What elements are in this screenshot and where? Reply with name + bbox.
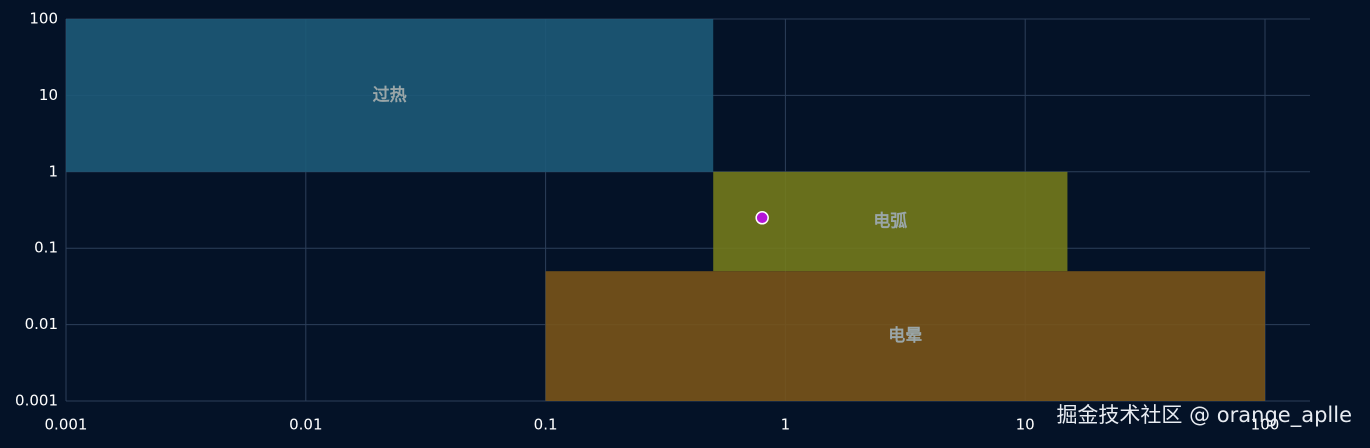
region-label: 电弧 xyxy=(873,210,907,231)
y-tick-label: 100 xyxy=(29,10,58,28)
y-tick-label: 0.1 xyxy=(34,239,58,257)
y-tick-label: 0.01 xyxy=(25,315,58,333)
x-tick-label: 0.1 xyxy=(534,416,558,434)
watermark: 掘金技术社区 @ orange_aplle xyxy=(1056,403,1352,428)
x-tick-label: 100 xyxy=(1251,416,1280,434)
region-label: 电晕 xyxy=(888,325,922,346)
y-tick-label: 10 xyxy=(39,86,58,104)
x-tick-label: 0.01 xyxy=(289,416,322,434)
region xyxy=(713,171,1068,272)
x-tick-label: 10 xyxy=(1016,416,1035,434)
y-tick-label: 1 xyxy=(48,162,58,180)
plot: 0.001 0.01 0.1 1 10 100 0.001 0.01 0.1 1 10 100 过热电弧… xyxy=(15,10,1310,434)
y-tick-label: 0.001 xyxy=(15,392,58,410)
region-label: 过热 xyxy=(373,84,407,105)
region xyxy=(545,271,1265,401)
point xyxy=(755,211,769,225)
region xyxy=(66,19,714,172)
x-tick-label: 0.001 xyxy=(45,416,88,434)
x-tick-label: 1 xyxy=(781,416,791,434)
